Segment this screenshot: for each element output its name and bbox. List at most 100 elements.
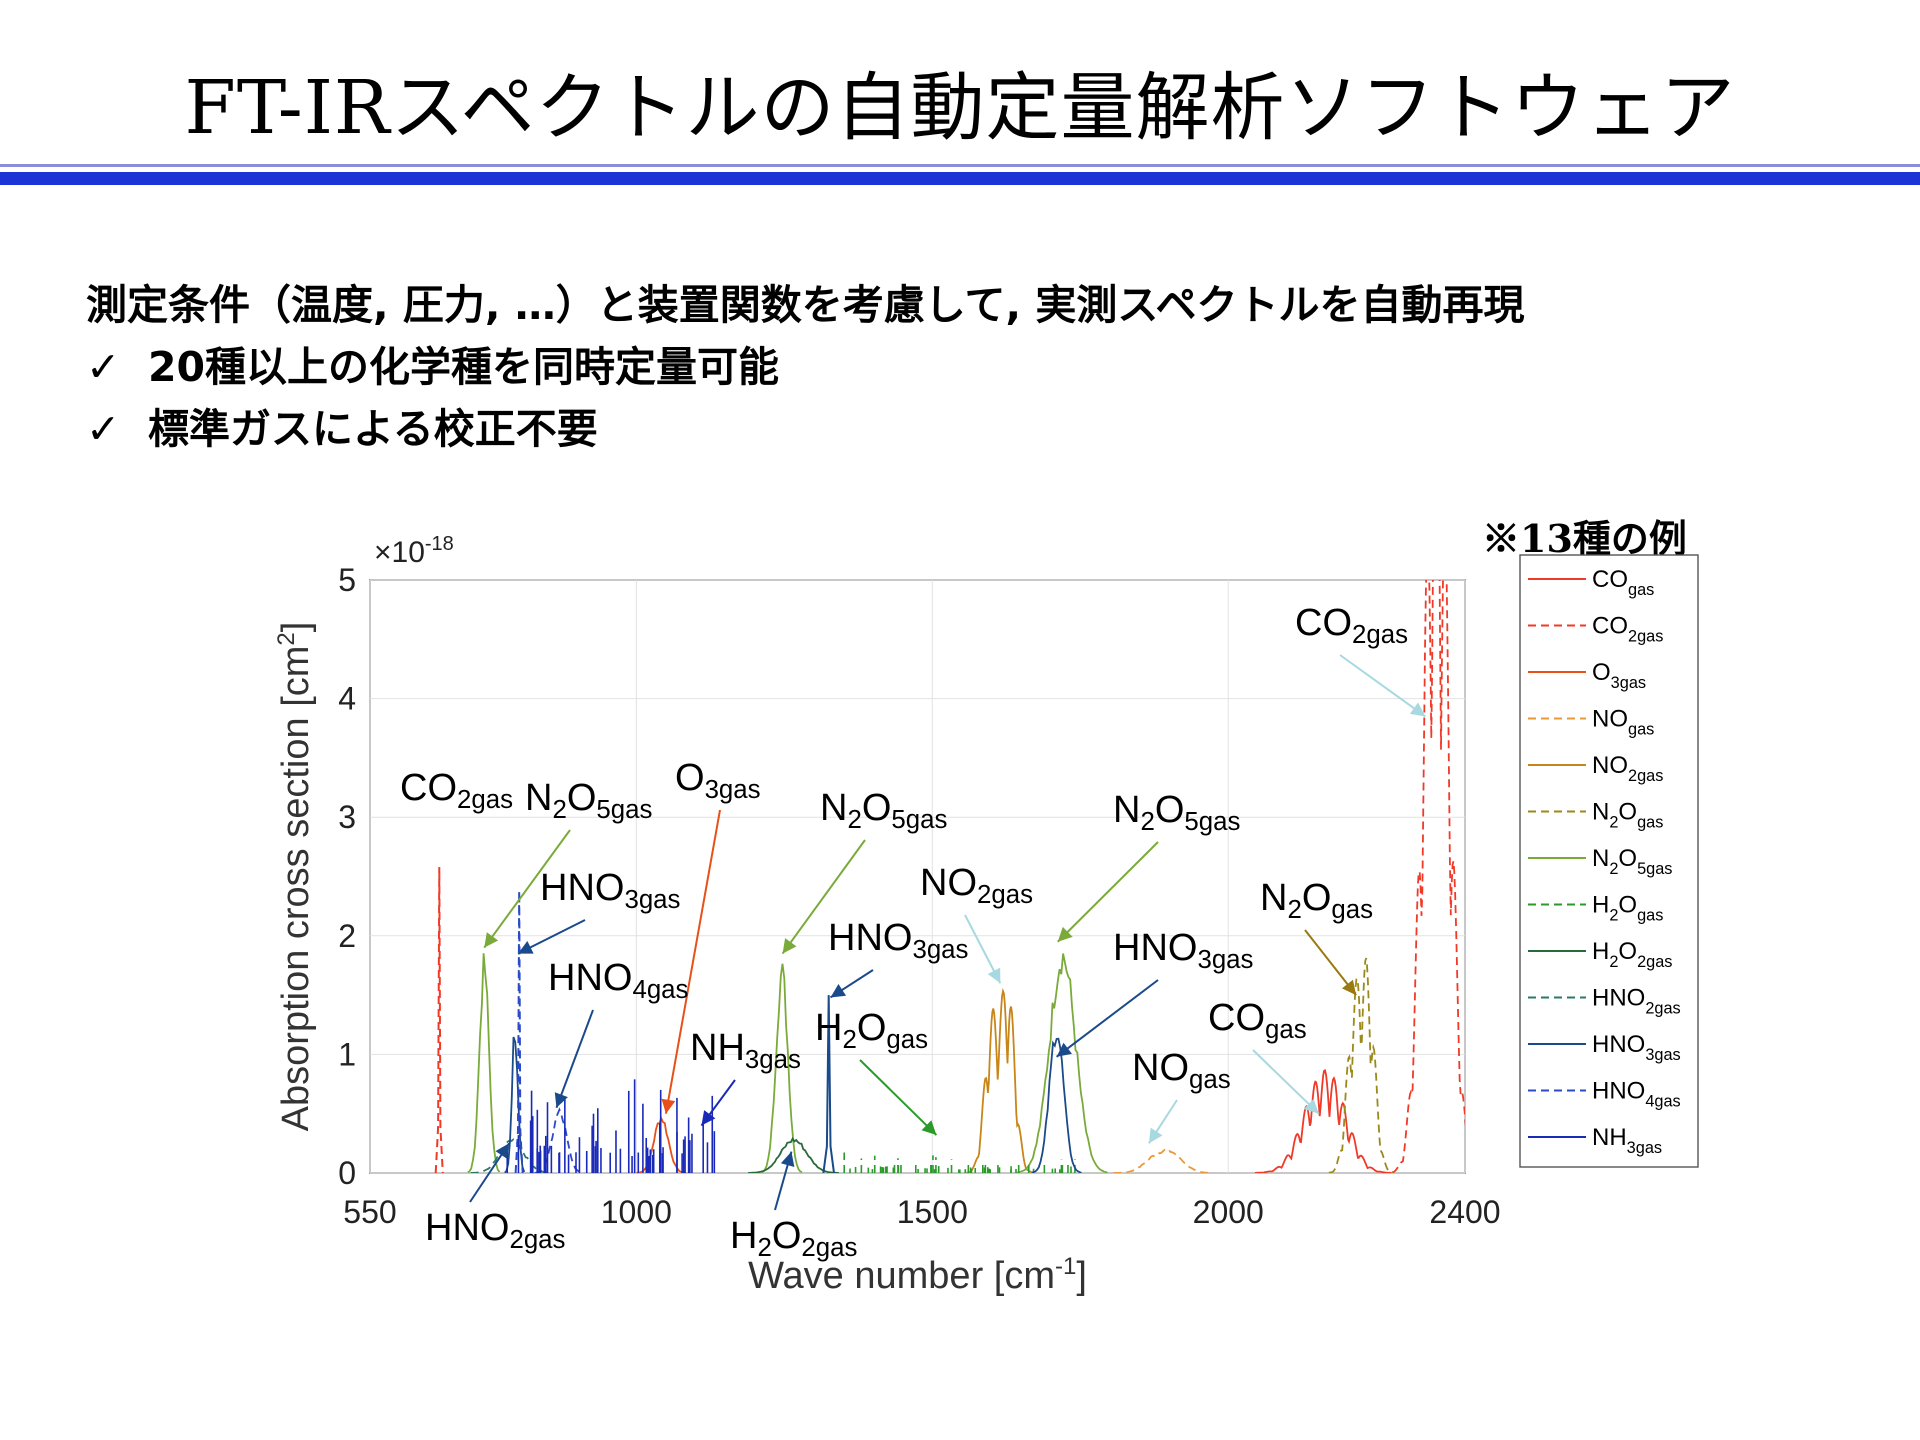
x-tick-label: 2400 xyxy=(1429,1194,1500,1230)
spectrum-line-HNO4 xyxy=(514,890,524,1173)
annotation-arrowhead xyxy=(1148,1127,1163,1144)
checkmark-icon: ✓ xyxy=(86,405,121,453)
x-tick-label: 1000 xyxy=(601,1194,672,1230)
spectrum-line-NO xyxy=(1113,1147,1213,1173)
annotation-arrowhead xyxy=(661,1098,676,1114)
y-tick-label: 1 xyxy=(338,1036,356,1072)
spectrum-line-HNO3 xyxy=(1031,1037,1082,1173)
annotation-arrowhead xyxy=(1341,979,1357,996)
y-tick-label: 2 xyxy=(338,918,356,954)
peak-annotation-label: COgas xyxy=(1208,997,1307,1044)
annotation-arrowhead xyxy=(554,1092,568,1108)
spectrum-line-NO2 xyxy=(966,987,1033,1173)
checkmark-icon: ✓ xyxy=(86,343,121,391)
annotation-arrow xyxy=(1252,1049,1320,1115)
annotation-arrow xyxy=(1055,979,1159,1058)
peak-annotation-label: HNO4gas xyxy=(548,957,688,1004)
slide-title: FT-IRスペクトルの自動定量解析ソフトウェア xyxy=(184,65,1736,151)
annotation-arrow xyxy=(859,1059,938,1136)
bullet-list: 測定条件（温度, 圧力, …）と装置関数を考慮して, 実測スペクトルを自動再現 … xyxy=(86,274,1524,460)
y-tick-label: 4 xyxy=(338,681,356,717)
spectrum-line-N2O5 xyxy=(467,953,501,1173)
annotation-arrowhead xyxy=(517,941,534,954)
spectrum-chart: 550 1000 1500 2000 2400 0 1 2 3 4 5 ×10-18 Wave numb… xyxy=(273,533,1699,1297)
annotation-arrow xyxy=(555,1009,594,1109)
legend-entry: O3gas xyxy=(1592,659,1646,692)
legend-entry: CO2gas xyxy=(1592,613,1663,646)
spectra-group xyxy=(434,580,1465,1173)
x-axis-label: Wave number [cm-1] xyxy=(748,1253,1087,1297)
peak-annotation-label: H2O2gas xyxy=(730,1215,857,1262)
legend-entry: N2O5gas xyxy=(1592,845,1672,878)
peak-annotation-label: N2O5gas xyxy=(525,777,652,824)
x-tick-label: 550 xyxy=(343,1194,396,1230)
bullet-item: 測定条件（温度, 圧力, …）と装置関数を考慮して, 実測スペクトルを自動再現 xyxy=(86,274,1524,336)
bullet-item: ✓ 標準ガスによる校正不要 xyxy=(86,398,1524,460)
annotation-arrowhead xyxy=(484,932,499,948)
peak-annotation-label: NOgas xyxy=(1132,1047,1231,1094)
legend-entry: N2Ogas xyxy=(1592,799,1663,832)
y-tick-label: 3 xyxy=(338,799,356,835)
species-count-note: ※13種の例 xyxy=(1482,516,1687,561)
title-underline-thin xyxy=(0,164,1920,167)
spectrum-line-HNO3 xyxy=(822,995,835,1173)
legend-entry: NOgas xyxy=(1592,706,1654,739)
annotation-arrowhead xyxy=(495,1143,510,1159)
spectrum-line-CO xyxy=(1254,1068,1392,1173)
legend-entry: HNO2gas xyxy=(1592,985,1681,1018)
bullet-item: ✓ 20種以上の化学種を同時定量可能 xyxy=(86,336,1524,398)
annotation-arrow xyxy=(1339,654,1426,718)
annotation-arrowhead xyxy=(782,938,797,954)
legend-entry: NH3gas xyxy=(1592,1124,1662,1157)
bullet-text: 20種以上の化学種を同時定量可能 xyxy=(148,343,780,391)
y-tick-label: 5 xyxy=(338,562,356,598)
annotation-arrow xyxy=(664,809,721,1114)
peak-annotation-label: HNO2gas xyxy=(425,1207,565,1254)
annotation-arrowhead xyxy=(1057,926,1073,942)
peak-annotation-label: N2Ogas xyxy=(1260,877,1373,924)
y-multiplier: ×10-18 xyxy=(374,533,454,569)
legend-entry: HNO3gas xyxy=(1592,1031,1681,1064)
x-tick-label: 1500 xyxy=(897,1194,968,1230)
peak-annotation-label: HNO3gas xyxy=(828,917,968,964)
bullet-text: 測定条件（温度, 圧力, …）と装置関数を考慮して, 実測スペクトルを自動再現 xyxy=(86,281,1525,329)
spectrum-line-CO2 xyxy=(1392,580,1465,1173)
spectrum-line-CO2 xyxy=(434,866,444,1173)
annotation-arrowhead xyxy=(921,1120,937,1136)
peak-annotation-label: HNO3gas xyxy=(540,867,680,914)
peak-annotation-label: O3gas xyxy=(675,757,761,804)
peak-annotation-label: N2O5gas xyxy=(1113,789,1240,836)
annotation-arrowhead xyxy=(987,967,1001,984)
spectrum-line-N2O5 xyxy=(760,963,803,1173)
bullet-text: 標準ガスによる校正不要 xyxy=(148,405,598,453)
legend-entry: NO2gas xyxy=(1592,752,1663,785)
annotation-arrowhead xyxy=(1409,702,1426,717)
x-tick-label: 2000 xyxy=(1193,1194,1264,1230)
title-underline-thick xyxy=(0,172,1920,185)
spectrum-line-HNO2 xyxy=(470,1138,553,1173)
annotation-arrowhead xyxy=(701,1110,716,1126)
legend-entry: H2O2gas xyxy=(1592,938,1672,971)
peak-annotation-label: CO2gas xyxy=(400,767,513,814)
annotation-arrow xyxy=(483,829,571,949)
annotation-arrowhead xyxy=(1303,1098,1319,1114)
peak-annotation-label: H2Ogas xyxy=(815,1007,928,1054)
spectrum-line-N2O5 xyxy=(1016,953,1108,1173)
legend-entry: H2Ogas xyxy=(1592,892,1663,925)
annotation-arrowhead xyxy=(1056,1042,1072,1057)
legend-entry: HNO4gas xyxy=(1592,1078,1681,1111)
plot-area xyxy=(369,579,1466,1174)
annotation-arrow xyxy=(781,839,866,955)
legend-box xyxy=(1519,554,1699,1168)
annotation-arrowhead xyxy=(830,983,847,998)
y-axis-label: Absorption cross section [cm2] xyxy=(273,622,317,1132)
peak-annotation-label: NH3gas xyxy=(690,1027,801,1074)
spectrum-line-N2O xyxy=(1328,957,1393,1173)
peak-annotation-label: NO2gas xyxy=(920,862,1033,909)
annotation-arrowhead xyxy=(780,1151,795,1168)
legend-entry: COgas xyxy=(1592,566,1654,599)
y-tick-label: 0 xyxy=(338,1155,356,1191)
peak-annotation-label: CO2gas xyxy=(1295,602,1408,649)
peak-annotation-label: HNO3gas xyxy=(1113,927,1253,974)
peak-annotation-label: N2O5gas xyxy=(820,787,947,834)
